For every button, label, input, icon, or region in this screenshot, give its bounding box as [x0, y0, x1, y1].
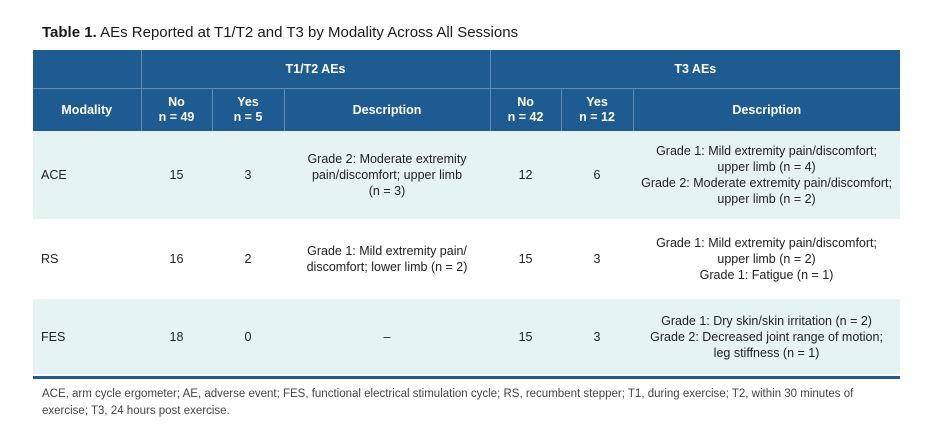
description-line: Grade 1: Mild extremity pain/discomfort;	[656, 144, 877, 158]
header-t3-yes: Yes n = 12	[560, 88, 634, 131]
t3-yes-cell: 6	[561, 131, 634, 219]
t3-no-cell: 15	[518, 252, 533, 266]
header-t1t2-yes-label: Yes	[237, 95, 259, 109]
table-row-rs: RS 16 2 Grade 1: Mild extremity pain/ di…	[33, 219, 900, 299]
description-line: Grade 2: Decreased joint range of motion…	[650, 329, 883, 344]
description-line: pain/discomfort; upper limb	[311, 168, 463, 182]
table-caption-label: Table 1.	[42, 24, 97, 41]
description-line: –	[383, 329, 391, 344]
description-line: Grade 1: Mild extremity pain/	[307, 244, 467, 258]
header-group-t1t2: T1/T2 AEs	[140, 50, 491, 89]
modality-cell: ACE	[33, 131, 141, 219]
header-t1t2-no: No n = 49	[140, 88, 212, 131]
table-caption: Table 1. AEs Reported at T1/T2 and T3 by…	[42, 24, 518, 41]
t3-description-cell: Grade 1: Mild extremity pain/discomfort;…	[633, 131, 901, 219]
table-row-ace: ACE 15 3 Grade 2: Moderate extremity pai…	[33, 131, 901, 219]
header-t3-no-n: n = 42	[507, 110, 544, 124]
t3-no-cell: 15	[490, 299, 562, 374]
header-t1t2-yes: Yes n = 5	[211, 88, 284, 131]
description-line: Grade 1: Mild extremity pain/discomfort;	[656, 236, 877, 250]
header-t3-no-label: No	[517, 95, 534, 109]
header-row-columns: Modality No n = 49 Yes n = 5 Description…	[33, 88, 901, 131]
header-t3-yes-n: n = 12	[579, 110, 615, 124]
t1t2-yes-cell: 2	[244, 252, 252, 266]
description-line: upper limb (n = 2)	[717, 252, 816, 266]
header-t3-description: Description	[632, 88, 901, 131]
description-line: discomfort; lower limb (n = 2)	[306, 260, 468, 274]
header-modality: Modality	[33, 88, 141, 131]
ae-table: T1/T2 AEs T3 AEs Modality No n = 49 Yes …	[33, 50, 901, 374]
t3-description-cell: Grade 1: Mild extremity pain/discomfort;…	[633, 219, 900, 299]
header-t1t2-no-label: No	[168, 95, 185, 109]
t1t2-yes-cell: 3	[212, 131, 284, 219]
header-t1t2-description: Description	[283, 88, 491, 131]
table-bottom-rule	[33, 376, 900, 379]
header-t3-yes-label: Yes	[586, 95, 608, 109]
header-empty-cell	[33, 50, 141, 89]
table-footnote: ACE, arm cycle ergometer; AE, adverse ev…	[42, 388, 854, 417]
header-t3-no: No n = 42	[489, 88, 562, 131]
t1t2-description-cell: –	[284, 299, 491, 374]
description-line: leg stiffness (n = 1)	[713, 345, 820, 360]
description-line: Grade 2: Moderate extremity pain/discomf…	[641, 176, 892, 190]
description-line: Grade 1: Fatigue (n = 1)	[699, 268, 834, 282]
table-caption-text: AEs Reported at T1/T2 and T3 by Modality…	[96, 24, 519, 41]
modality-cell: FES	[33, 299, 141, 374]
table-row-fes: FES 18 0 – 15 3 Grade 1: Dry skin/skin i…	[33, 299, 901, 374]
description-line: upper limb (n = 4)	[717, 160, 816, 174]
t1t2-no-cell: 15	[141, 131, 212, 219]
t3-yes-cell: 3	[561, 299, 634, 374]
t1t2-no-cell: 16	[169, 252, 184, 266]
t1t2-description-cell: Grade 1: Mild extremity pain/ discomfort…	[284, 219, 490, 299]
modality-cell: RS	[41, 252, 59, 266]
header-t1t2-yes-n: n = 5	[233, 110, 263, 124]
header-t1t2-no-n: n = 49	[158, 110, 195, 124]
t1t2-no-cell: 18	[141, 299, 212, 374]
t1t2-yes-cell: 0	[212, 299, 284, 374]
header-row-groups: T1/T2 AEs T3 AEs	[33, 50, 901, 89]
description-line: Grade 1: Dry skin/skin irritation (n = 2…	[661, 313, 872, 328]
t1t2-description-cell: Grade 2: Moderate extremity pain/discomf…	[284, 131, 491, 219]
description-line: upper limb (n = 2)	[717, 192, 816, 206]
header-group-t3: T3 AEs	[489, 50, 901, 89]
description-line: Grade 2: Moderate extremity	[307, 152, 467, 166]
t3-description-cell: Grade 1: Dry skin/skin irritation (n = 2…	[633, 299, 901, 374]
t3-yes-cell: 3	[593, 252, 601, 266]
t3-no-cell: 12	[490, 131, 562, 219]
description-line: (n = 3)	[368, 184, 406, 198]
